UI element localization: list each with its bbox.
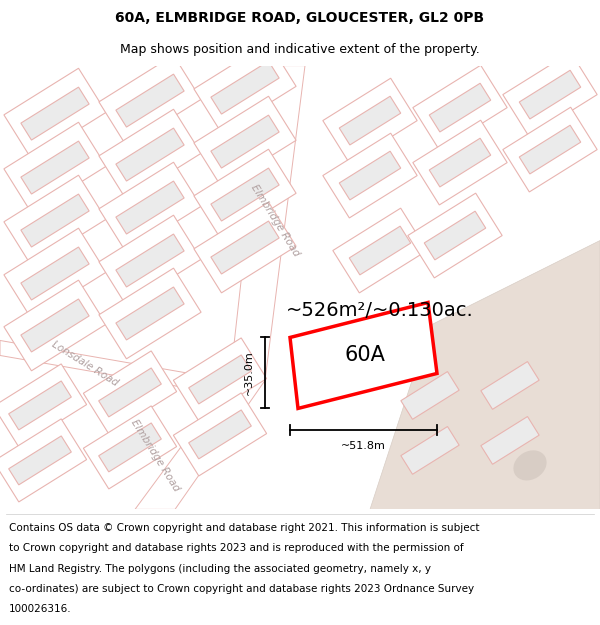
Polygon shape [429,83,491,132]
Polygon shape [401,371,459,419]
Polygon shape [21,87,89,140]
Polygon shape [98,423,161,472]
Text: to Crown copyright and database rights 2023 and is reproduced with the permissio: to Crown copyright and database rights 2… [9,544,464,554]
Polygon shape [349,226,411,275]
Polygon shape [21,247,89,300]
Polygon shape [211,61,279,114]
Polygon shape [99,268,201,359]
Polygon shape [503,52,597,137]
Polygon shape [0,341,230,396]
Polygon shape [4,280,106,371]
Polygon shape [230,66,305,381]
Polygon shape [99,162,201,253]
Polygon shape [173,393,266,476]
Polygon shape [211,221,279,274]
Text: HM Land Registry. The polygons (including the associated geometry, namely x, y: HM Land Registry. The polygons (includin… [9,564,431,574]
Text: Lonsdale Road: Lonsdale Road [50,339,120,388]
Polygon shape [401,426,459,474]
Polygon shape [116,128,184,181]
Polygon shape [290,302,437,408]
Polygon shape [188,355,251,404]
Polygon shape [481,361,539,409]
Polygon shape [83,406,176,489]
Text: 60A: 60A [344,346,385,366]
Polygon shape [323,78,417,163]
Polygon shape [99,109,201,200]
Text: ~526m²/~0.130ac.: ~526m²/~0.130ac. [286,301,474,320]
Polygon shape [116,234,184,287]
Polygon shape [339,151,401,200]
Polygon shape [116,74,184,127]
Polygon shape [4,122,106,213]
Polygon shape [188,410,251,459]
Text: 100026316.: 100026316. [9,604,71,614]
Polygon shape [503,107,597,192]
Polygon shape [211,115,279,168]
Polygon shape [323,133,417,218]
Polygon shape [333,208,427,293]
Polygon shape [370,241,600,509]
Text: Map shows position and indicative extent of the property.: Map shows position and indicative extent… [120,42,480,56]
Text: ~35.0m: ~35.0m [244,351,254,396]
Polygon shape [21,299,89,352]
Polygon shape [481,416,539,464]
Polygon shape [8,436,71,485]
Polygon shape [211,168,279,221]
Polygon shape [0,364,86,447]
Polygon shape [519,70,581,119]
Polygon shape [519,125,581,174]
Polygon shape [98,368,161,417]
Polygon shape [413,65,507,150]
Polygon shape [424,211,486,260]
Text: Elmbridge Road: Elmbridge Road [129,418,181,493]
Polygon shape [339,96,401,145]
Text: co-ordinates) are subject to Crown copyright and database rights 2023 Ordnance S: co-ordinates) are subject to Crown copyr… [9,584,474,594]
Text: Contains OS data © Crown copyright and database right 2021. This information is : Contains OS data © Crown copyright and d… [9,523,479,533]
Polygon shape [413,120,507,205]
Polygon shape [4,175,106,266]
Polygon shape [21,141,89,194]
Polygon shape [194,96,296,187]
Polygon shape [21,194,89,247]
Polygon shape [8,381,71,430]
Polygon shape [173,338,266,421]
Polygon shape [0,419,86,502]
Text: Elmbridge Road: Elmbridge Road [249,182,301,258]
Polygon shape [116,287,184,340]
Polygon shape [4,68,106,159]
Polygon shape [99,55,201,146]
Polygon shape [83,351,176,434]
Polygon shape [116,181,184,234]
Polygon shape [194,42,296,133]
Polygon shape [408,193,502,278]
Text: 60A, ELMBRIDGE ROAD, GLOUCESTER, GL2 0PB: 60A, ELMBRIDGE ROAD, GLOUCESTER, GL2 0PB [115,11,485,26]
Text: ~51.8m: ~51.8m [341,441,386,451]
Polygon shape [135,381,265,509]
Polygon shape [4,228,106,319]
Polygon shape [429,138,491,187]
Polygon shape [194,202,296,293]
Ellipse shape [514,451,547,481]
Polygon shape [99,215,201,306]
Polygon shape [194,149,296,240]
